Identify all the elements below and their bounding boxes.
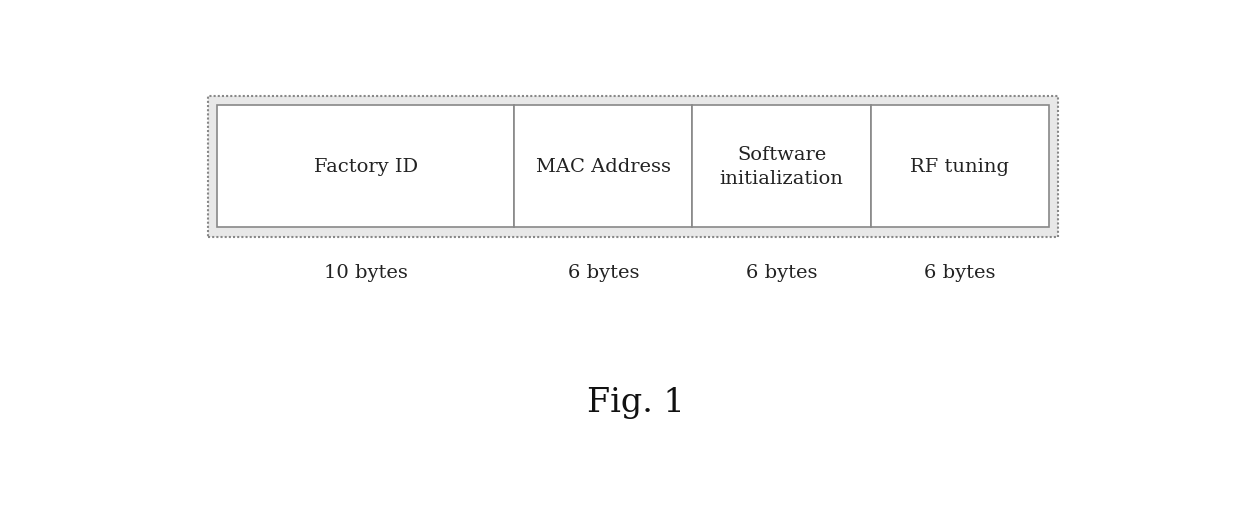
Bar bbox=[217, 106, 515, 228]
Text: 6 bytes: 6 bytes bbox=[745, 264, 817, 281]
Bar bbox=[208, 96, 1058, 237]
Text: 6 bytes: 6 bytes bbox=[924, 264, 996, 281]
Text: Fig. 1: Fig. 1 bbox=[587, 386, 684, 418]
Bar bbox=[692, 106, 870, 228]
Text: 10 bytes: 10 bytes bbox=[324, 264, 408, 281]
Bar bbox=[870, 106, 1049, 228]
Bar bbox=[208, 96, 1058, 237]
Text: Software
initialization: Software initialization bbox=[719, 146, 843, 188]
Text: Factory ID: Factory ID bbox=[314, 158, 418, 176]
Text: MAC Address: MAC Address bbox=[536, 158, 671, 176]
Bar bbox=[515, 106, 692, 228]
Text: RF tuning: RF tuning bbox=[910, 158, 1009, 176]
Text: 6 bytes: 6 bytes bbox=[568, 264, 639, 281]
